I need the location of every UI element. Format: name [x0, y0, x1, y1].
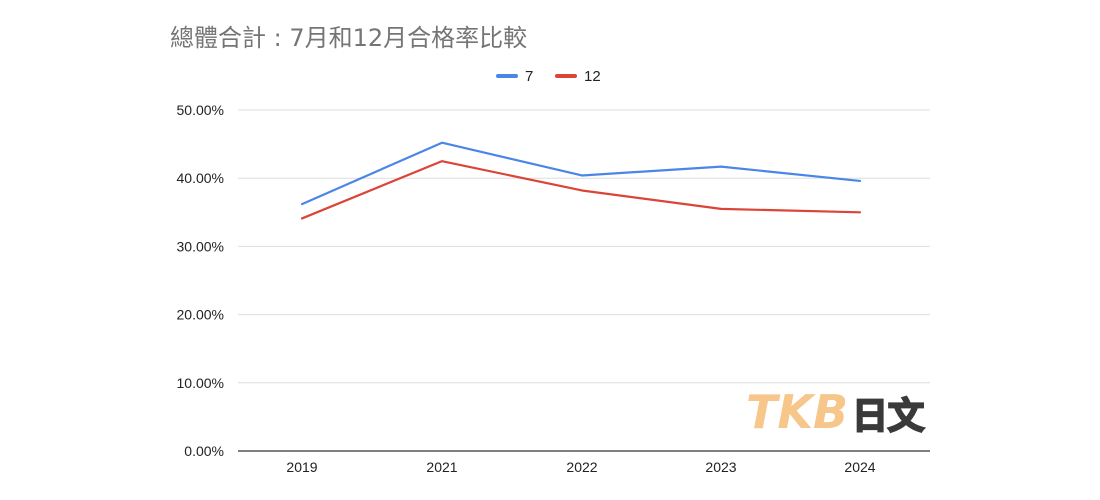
x-tick-label: 2019 — [286, 459, 317, 475]
chart-title: 總體合計 : 7月和12月合格率比較 — [170, 24, 528, 52]
watermark-suffix: 日文 — [852, 396, 924, 437]
x-axis-ticks: 2019 2021 2022 2023 2024 — [286, 459, 875, 475]
y-axis-ticks: 0.00% 10.00% 20.00% 30.00% 40.00% 50.00% — [177, 102, 224, 459]
legend-label: 12 — [584, 68, 601, 85]
y-tick-label: 0.00% — [184, 443, 224, 459]
y-tick-label: 50.00% — [177, 102, 224, 118]
series-lines — [300, 141, 862, 220]
x-tick-label: 2021 — [426, 459, 457, 475]
legend: 7 12 — [496, 68, 601, 85]
y-tick-label: 30.00% — [177, 238, 224, 254]
y-tick-label: 40.00% — [177, 170, 224, 186]
series-line-12 — [300, 160, 862, 220]
x-tick-label: 2024 — [844, 459, 875, 475]
legend-item-7[interactable]: 7 — [496, 68, 533, 85]
x-tick-label: 2023 — [705, 459, 736, 475]
legend-label: 7 — [525, 68, 533, 85]
x-tick-label: 2022 — [566, 459, 597, 475]
watermark-logo: TKB 日文 — [746, 385, 925, 439]
legend-item-12[interactable]: 12 — [555, 68, 601, 85]
watermark-brand: TKB — [746, 385, 848, 439]
gridlines — [238, 109, 930, 452]
y-tick-label: 10.00% — [177, 375, 224, 391]
y-tick-label: 20.00% — [177, 307, 224, 323]
series-line-7 — [300, 141, 862, 206]
